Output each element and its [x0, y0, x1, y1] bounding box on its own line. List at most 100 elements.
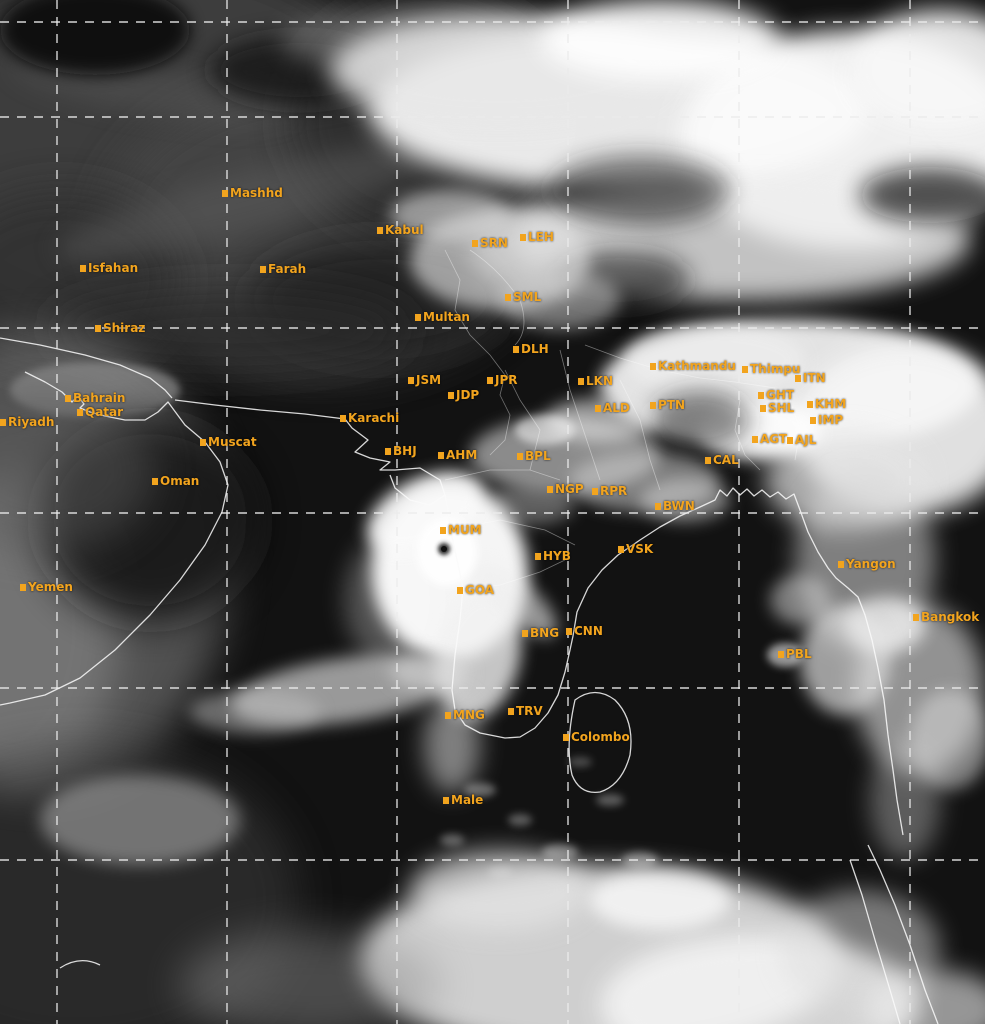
city-name: Farah [268, 262, 307, 276]
city-name: SRN [480, 236, 508, 250]
city-label-ald: ALD [595, 402, 630, 415]
city-label-bpl: BPL [517, 450, 551, 463]
city-name: PTN [658, 398, 686, 412]
city-marker-icon [592, 488, 598, 495]
city-label-thimpu: Thimpu [742, 363, 800, 376]
city-marker-icon [457, 587, 463, 594]
state-borders [444, 249, 801, 591]
city-label-dlh: DLH [513, 343, 549, 356]
city-name: Qatar [85, 405, 124, 419]
city-label-srn: SRN [472, 237, 508, 250]
city-marker-icon [795, 375, 801, 382]
city-name: BNG [530, 626, 560, 640]
city-name: Muscat [208, 435, 257, 449]
city-marker-icon [65, 395, 71, 402]
city-marker-icon [517, 453, 523, 460]
city-label-bahrain: Bahrain [65, 392, 125, 405]
city-label-shiraz: Shiraz [95, 322, 145, 335]
city-label-oman: Oman [152, 475, 199, 488]
city-name: SML [513, 290, 542, 304]
city-marker-icon [913, 614, 919, 621]
city-name: KHM [815, 397, 847, 411]
city-label-khm: KHM [807, 398, 846, 411]
city-label-isfahan: Isfahan [80, 262, 138, 275]
city-name: Shiraz [103, 321, 146, 335]
city-name: BPL [525, 449, 551, 463]
city-label-kathmandu: Kathmandu [650, 360, 736, 373]
city-label-pbl: PBL [778, 648, 812, 661]
city-label-vsk: VSK [618, 543, 653, 556]
city-name: Mashhd [230, 186, 283, 200]
city-name: LKN [586, 374, 613, 388]
city-name: BHJ [393, 444, 417, 458]
city-label-bng: BNG [522, 627, 559, 640]
city-marker-icon [563, 734, 569, 741]
city-marker-icon [472, 240, 478, 247]
city-marker-icon [778, 651, 784, 658]
southern-clouds [180, 654, 985, 1024]
city-marker-icon [0, 419, 6, 426]
city-marker-icon [705, 457, 711, 464]
city-marker-icon [448, 392, 454, 399]
city-name: Colombo [571, 730, 630, 744]
city-marker-icon [445, 712, 451, 719]
city-label-riyadh: Riyadh [0, 416, 54, 429]
city-marker-icon [505, 294, 511, 301]
city-name: Bahrain [73, 391, 126, 405]
city-marker-icon [838, 561, 844, 568]
city-marker-icon [340, 415, 346, 422]
city-label-mng: MNG [445, 709, 485, 722]
city-marker-icon [487, 377, 493, 384]
cyclone [345, 471, 557, 793]
city-label-mum: MUM [440, 524, 482, 537]
city-name: Male [451, 793, 484, 807]
city-marker-icon [566, 628, 572, 635]
city-marker-icon [595, 405, 601, 412]
city-name: CNN [574, 624, 603, 638]
city-label-shl: SHL [760, 402, 794, 415]
city-name: JPR [495, 373, 518, 387]
city-name: MUM [448, 523, 482, 537]
city-label-karachi: Karachi [340, 412, 399, 425]
city-label-yangon: Yangon [838, 558, 896, 571]
city-label-agt: AGT [752, 433, 787, 446]
city-name: AGT [760, 432, 788, 446]
city-label-ajl: AJL [787, 434, 816, 447]
city-name: Yemen [28, 580, 73, 594]
city-label-hyb: HYB [535, 550, 571, 563]
city-label-itn: ITN [795, 372, 826, 385]
city-marker-icon [535, 553, 541, 560]
city-marker-icon [787, 437, 793, 444]
city-marker-icon [742, 366, 748, 373]
city-marker-icon [650, 402, 656, 409]
city-name: HYB [543, 549, 571, 563]
city-name: GOA [465, 583, 495, 597]
city-marker-icon [520, 234, 526, 241]
city-name: MNG [453, 708, 485, 722]
city-label-ngp: NGP [547, 483, 584, 496]
city-marker-icon [415, 314, 421, 321]
city-marker-icon [752, 436, 758, 443]
city-label-farah: Farah [260, 263, 306, 276]
city-name: Kathmandu [658, 359, 736, 373]
city-name: TRV [516, 704, 543, 718]
city-label-multan: Multan [415, 311, 470, 324]
city-label-ptn: PTN [650, 399, 685, 412]
city-marker-icon [760, 405, 766, 412]
city-name: IMP [818, 413, 844, 427]
city-marker-icon [578, 378, 584, 385]
city-label-imp: IMP [810, 414, 843, 427]
city-label-jsm: JSM [408, 374, 441, 387]
city-marker-icon [655, 503, 661, 510]
city-name: Kabul [385, 223, 424, 237]
city-marker-icon [508, 708, 514, 715]
city-label-qatar: Qatar [77, 406, 123, 419]
city-name: Multan [423, 310, 470, 324]
city-marker-icon [807, 401, 813, 408]
city-label-lkn: LKN [578, 375, 613, 388]
city-marker-icon [385, 448, 391, 455]
city-name: Bangkok [921, 610, 980, 624]
